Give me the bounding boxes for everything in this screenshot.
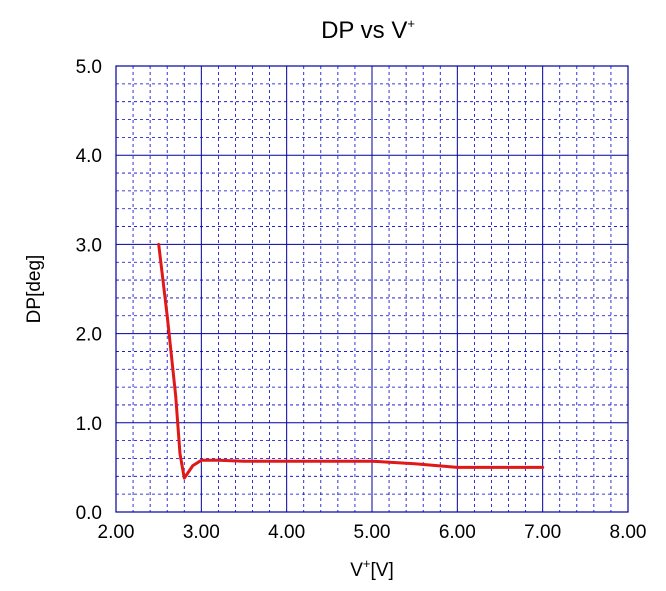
y-tick-label: 2.0 (76, 325, 102, 346)
y-tick-label: 1.0 (76, 414, 102, 435)
series-line (157, 242, 545, 480)
x-axis-label: V+[V] (350, 556, 394, 581)
chart-title: DP vs V+ (321, 16, 415, 44)
x-axis-label-post: [V] (371, 560, 394, 581)
chart-title-sup: + (407, 16, 415, 31)
x-tick-labels: 2.00 3.00 4.00 5.00 6.00 7.00 8.00 (98, 522, 647, 543)
y-axis-label: DP[deg] (24, 255, 45, 324)
x-tick-label: 3.00 (183, 522, 220, 543)
x-tick-label: 6.00 (439, 522, 476, 543)
y-tick-label: 4.0 (76, 146, 102, 167)
x-tick-label: 8.00 (610, 522, 647, 543)
series (157, 242, 545, 480)
x-tick-label: 2.00 (98, 522, 135, 543)
x-tick-label: 5.00 (354, 522, 391, 543)
x-tick-label: 7.00 (524, 522, 561, 543)
y-tick-label: 5.0 (76, 57, 102, 78)
y-tick-label: 3.0 (76, 235, 102, 256)
y-tick-label: 0.0 (76, 503, 102, 524)
x-tick-label: 4.00 (268, 522, 305, 543)
x-axis-label-pre: V (350, 560, 363, 581)
plot-frame (115, 65, 629, 513)
chart-title-main: DP vs V (321, 17, 407, 44)
x-axis-label-sup: + (363, 556, 371, 571)
grid (115, 65, 629, 513)
y-tick-labels: 0.0 1.0 2.0 3.0 4.0 5.0 (76, 57, 102, 524)
